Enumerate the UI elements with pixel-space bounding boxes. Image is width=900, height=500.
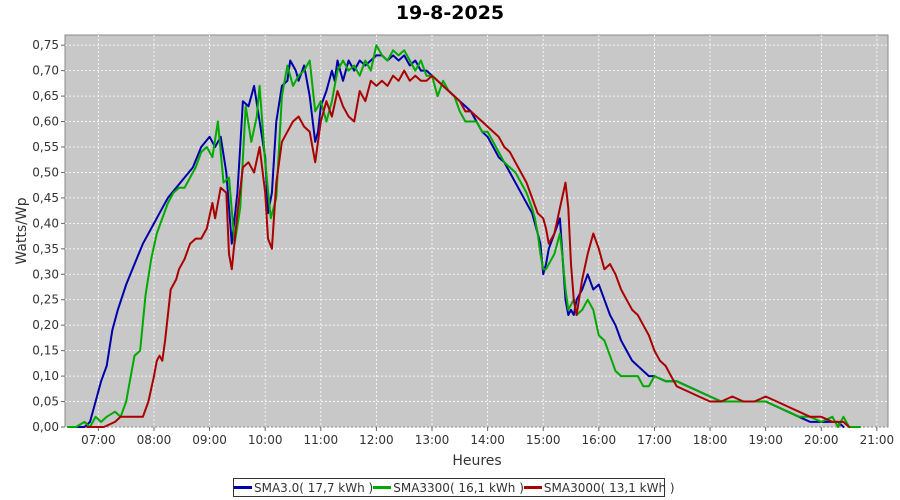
- y-tick-label: 0,25: [32, 293, 59, 307]
- x-tick-label: 12:00: [359, 433, 394, 447]
- legend-item: SMA3.0( 17,7 kWh ): [234, 481, 373, 495]
- y-tick-label: 0,40: [32, 216, 59, 230]
- legend-item: SMA3300( 16,1 kWh ): [373, 481, 524, 495]
- series-line-2: [86, 69, 851, 428]
- x-tick-label: 07:00: [81, 433, 116, 447]
- legend-swatch: [373, 486, 392, 489]
- y-tick-label: 0,20: [32, 318, 59, 332]
- y-tick-label: 0,65: [32, 89, 59, 103]
- legend-swatch: [234, 486, 252, 489]
- x-tick-label: 21:00: [860, 433, 895, 447]
- chart-title: 19-8-2025: [395, 2, 505, 24]
- grid: [65, 35, 888, 428]
- y-tick-label: 0,00: [32, 420, 59, 434]
- y-tick-label: 0,70: [32, 64, 59, 78]
- x-tick-label: 20:00: [804, 433, 839, 447]
- legend-label: SMA3.0( 17,7 kWh ): [254, 480, 374, 495]
- x-axis-label: Heures: [452, 453, 501, 469]
- axes: 0,00 0,05 0,10 0,15 0,20 0,25 0,30 0,35 0,40 0,45…: [32, 38, 894, 447]
- x-tick-label: 18:00: [693, 433, 728, 447]
- y-tick-label: 0,10: [32, 369, 59, 383]
- x-tick-label: 16:00: [582, 433, 617, 447]
- y-tick-label: 0,35: [32, 242, 59, 256]
- series-line-1: [66, 44, 862, 428]
- x-tick-label: 11:00: [304, 433, 339, 447]
- legend-swatch: [523, 486, 542, 489]
- y-tick-label: 0,50: [32, 165, 59, 179]
- x-tick-label: 15:00: [526, 433, 561, 447]
- x-tick-label: 17:00: [637, 433, 672, 447]
- y-tick-label: 0,15: [32, 344, 59, 358]
- y-tick-label: 0,75: [32, 38, 59, 52]
- y-tick-label: 0,60: [32, 115, 59, 129]
- series-lines: [66, 44, 862, 428]
- legend-label: SMA3300( 16,1 kWh ): [393, 480, 524, 495]
- legend-label: SMA3000( 13,1 kWh ): [543, 480, 675, 495]
- x-tick-label: 09:00: [192, 433, 227, 447]
- x-tick-label: 13:00: [415, 433, 450, 447]
- x-tick-label: 08:00: [137, 433, 172, 447]
- x-tick-label: 14:00: [470, 433, 505, 447]
- y-tick-label: 0,30: [32, 267, 59, 281]
- plot-area: [64, 34, 889, 428]
- y-tick-label: 0,45: [32, 191, 59, 205]
- x-tick-label: 10:00: [248, 433, 283, 447]
- y-tick-label: 0,55: [32, 140, 59, 154]
- legend: SMA3.0( 17,7 kWh ) SMA3300( 16,1 kWh ) SMA…: [233, 478, 675, 497]
- x-tick-label: 19:00: [748, 433, 783, 447]
- y-axis-label: Watts/Wp: [14, 197, 30, 264]
- legend-item: SMA3000( 13,1 kWh ): [523, 480, 675, 495]
- y-tick-label: 0,05: [32, 395, 59, 409]
